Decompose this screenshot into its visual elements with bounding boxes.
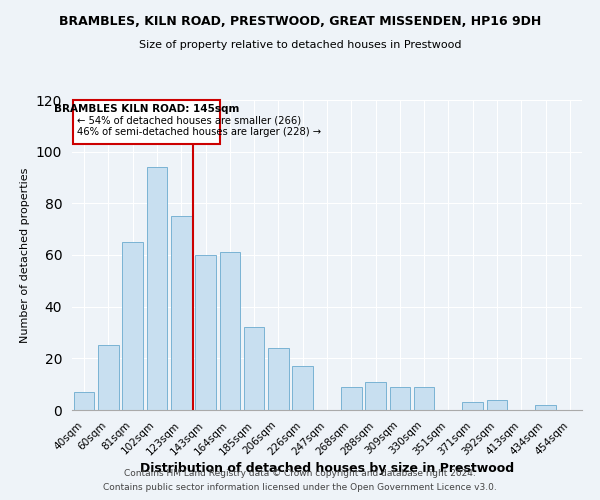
Bar — [122, 242, 143, 410]
Text: Contains public sector information licensed under the Open Government Licence v3: Contains public sector information licen… — [103, 484, 497, 492]
Bar — [535, 405, 556, 410]
Bar — [414, 387, 434, 410]
Bar — [220, 252, 240, 410]
Text: Contains HM Land Registry data © Crown copyright and database right 2024.: Contains HM Land Registry data © Crown c… — [124, 468, 476, 477]
Bar — [389, 387, 410, 410]
Text: BRAMBLES KILN ROAD: 145sqm: BRAMBLES KILN ROAD: 145sqm — [54, 104, 239, 114]
Bar — [74, 392, 94, 410]
Bar — [244, 328, 265, 410]
Bar — [146, 167, 167, 410]
Text: ← 54% of detached houses are smaller (266): ← 54% of detached houses are smaller (26… — [77, 116, 301, 126]
X-axis label: Distribution of detached houses by size in Prestwood: Distribution of detached houses by size … — [140, 462, 514, 475]
Y-axis label: Number of detached properties: Number of detached properties — [20, 168, 31, 342]
Text: BRAMBLES, KILN ROAD, PRESTWOOD, GREAT MISSENDEN, HP16 9DH: BRAMBLES, KILN ROAD, PRESTWOOD, GREAT MI… — [59, 15, 541, 28]
Text: Size of property relative to detached houses in Prestwood: Size of property relative to detached ho… — [139, 40, 461, 50]
Bar — [365, 382, 386, 410]
Bar — [341, 387, 362, 410]
Text: 46% of semi-detached houses are larger (228) →: 46% of semi-detached houses are larger (… — [77, 127, 321, 137]
Bar — [98, 346, 119, 410]
Bar — [292, 366, 313, 410]
FancyBboxPatch shape — [73, 100, 220, 144]
Bar — [195, 255, 216, 410]
Bar — [171, 216, 191, 410]
Bar — [487, 400, 508, 410]
Bar — [463, 402, 483, 410]
Bar — [268, 348, 289, 410]
